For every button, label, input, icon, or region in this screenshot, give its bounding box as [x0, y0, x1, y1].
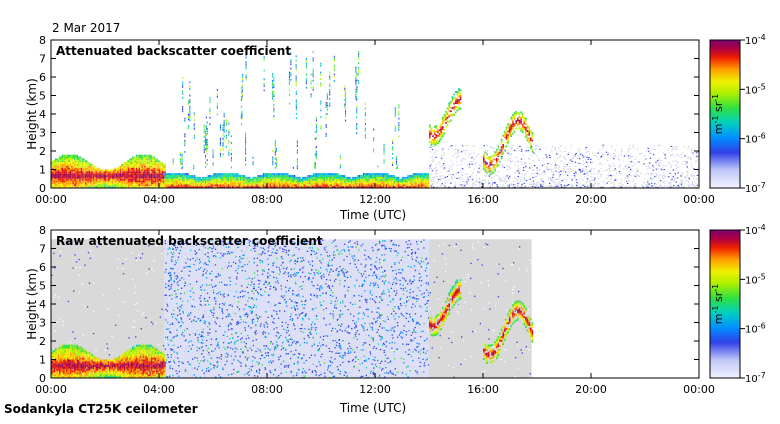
noise-region-blue: [164, 239, 430, 379]
y-axis-label: Height (km): [25, 78, 39, 149]
y-tick-label: 8: [39, 34, 46, 47]
x-tick-label: 20:00: [575, 383, 607, 396]
y-tick-label: 1: [39, 354, 46, 367]
y-tick-label: 5: [39, 280, 46, 293]
colorbar-tick-label: 10-6: [745, 322, 766, 336]
x-tick-label: 20:00: [575, 193, 607, 206]
colorbar-ticks: 10-7 10-6 10-5 10-4: [740, 223, 766, 385]
panel-title: Raw attenuated backscatter coefficient: [56, 234, 323, 248]
y-tick-label: 2: [39, 145, 46, 158]
colorbar-tick-label: 10-4: [745, 223, 766, 237]
x-tick-label: 08:00: [251, 193, 283, 206]
x-tick-label: 16:00: [467, 383, 499, 396]
panel-title: Attenuated backscatter coefficient: [56, 44, 291, 58]
colorbar-tick-label: 10-7: [745, 181, 766, 195]
colorbar-tick-label: 10-4: [745, 33, 766, 47]
colorbar-tick-label: 10-7: [745, 371, 766, 385]
colorbar-tick-label: 10-5: [745, 272, 766, 286]
y-tick-label: 8: [39, 224, 46, 237]
y-tick-label: 0: [39, 372, 46, 385]
x-tick-label: 00:00: [683, 193, 715, 206]
colorbar-tick-label: 10-6: [745, 132, 766, 146]
x-tick-label: 12:00: [359, 383, 391, 396]
panel-attenuated-backscatter: Attenuated backscatter coefficient 00:00…: [25, 33, 766, 222]
colorbar-ticks: 10-7 10-6 10-5 10-4: [740, 33, 766, 195]
x-axis-label: Time (UTC): [339, 401, 406, 415]
x-axis-label: Time (UTC): [339, 208, 406, 222]
y-tick-label: 3: [39, 127, 46, 140]
y-tick-label: 4: [39, 298, 46, 311]
y-tick-label: 0: [39, 182, 46, 195]
x-tick-label: 04:00: [143, 193, 175, 206]
y-tick-label: 6: [39, 71, 46, 84]
raw-backscatter-heatmap: [51, 239, 533, 379]
x-tick-label: 00:00: [683, 383, 715, 396]
x-tick-label: 12:00: [359, 193, 391, 206]
y-tick-label: 7: [39, 53, 46, 66]
y-tick-label: 6: [39, 261, 46, 274]
y-tick-label: 2: [39, 335, 46, 348]
colorbar-tick-label: 10-5: [745, 82, 766, 96]
y-tick-label: 5: [39, 90, 46, 103]
x-tick-label: 04:00: [143, 383, 175, 396]
instrument-label: Sodankyla CT25K ceilometer: [4, 402, 198, 416]
date-label: 2 Mar 2017: [52, 21, 120, 35]
y-tick-label: 7: [39, 243, 46, 256]
x-tick-label: 08:00: [251, 383, 283, 396]
x-tick-label: 16:00: [467, 193, 499, 206]
y-axis-label: Height (km): [25, 268, 39, 339]
y-tick-label: 3: [39, 317, 46, 330]
y-tick-label: 1: [39, 164, 46, 177]
panel-raw-backscatter: Raw attenuated backscatter coefficient 0…: [25, 223, 766, 415]
y-tick-label: 4: [39, 108, 46, 121]
